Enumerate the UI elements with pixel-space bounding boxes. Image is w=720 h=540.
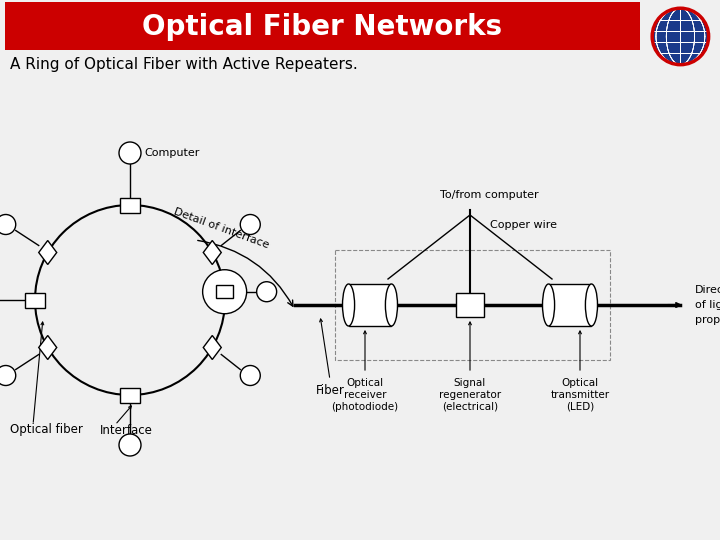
Bar [456,293,484,317]
Ellipse shape [343,284,355,326]
Text: propagation: propagation [695,315,720,325]
Ellipse shape [385,284,397,326]
Bar [25,293,45,307]
Circle shape [119,142,141,164]
Bar [216,285,233,298]
Circle shape [240,214,260,234]
Text: Signal
regenerator
(electrical): Signal regenerator (electrical) [439,379,501,411]
Bar [120,388,140,402]
Text: Computer: Computer [144,148,199,158]
Text: Optical Fiber Networks: Optical Fiber Networks [142,13,502,41]
Text: Fiber: Fiber [315,383,344,396]
Polygon shape [39,335,57,360]
Circle shape [119,434,141,456]
Text: Detail of interface: Detail of interface [172,206,270,250]
Text: A Ring of Optical Fiber with Active Repeaters.: A Ring of Optical Fiber with Active Repe… [10,57,358,71]
Text: Direction: Direction [695,285,720,295]
Text: Optical
transmitter
(LED): Optical transmitter (LED) [550,379,610,411]
Text: Interface: Interface [100,423,153,436]
Text: To/from computer: To/from computer [440,190,539,200]
Text: Optical fiber: Optical fiber [10,423,83,436]
Bar [120,198,140,213]
Circle shape [256,282,276,302]
Circle shape [652,8,708,65]
Text: Copper wire: Copper wire [490,220,557,230]
Bar [549,284,591,326]
Circle shape [0,366,16,386]
Ellipse shape [585,284,598,326]
Polygon shape [39,240,57,265]
Bar [348,284,392,326]
Text: of light: of light [695,300,720,310]
Circle shape [0,214,16,234]
Polygon shape [203,240,221,265]
Bar [5,2,640,50]
Bar [335,250,610,360]
Circle shape [240,366,260,386]
Polygon shape [203,335,221,360]
Text: Optical
receiver
(photodiode): Optical receiver (photodiode) [331,379,399,411]
Circle shape [202,269,247,314]
Ellipse shape [542,284,554,326]
